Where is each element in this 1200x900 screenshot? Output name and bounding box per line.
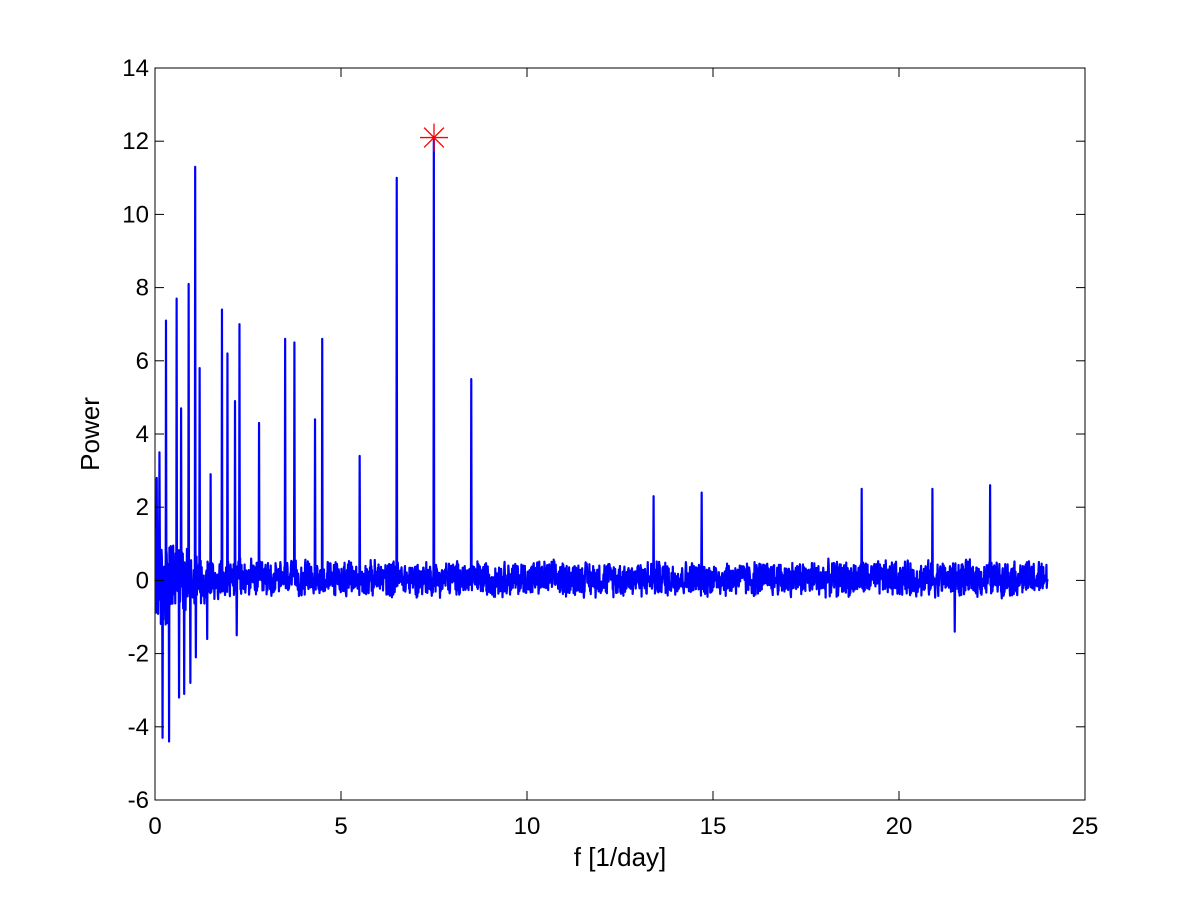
x-tick-label: 5 [334,813,347,840]
y-tick-label: 0 [136,567,149,594]
y-tick-label: 8 [136,275,149,302]
axes-box [154,67,1086,801]
y-tick-label: 6 [136,348,149,375]
series-layer [155,136,1049,743]
y-tick-label: 12 [122,128,149,155]
y-tick-label: 4 [136,421,149,448]
y-tick-label: 10 [122,201,149,228]
power-spectrum-line [155,136,1049,743]
plot-area: 0 5 10 15 20 25 -6 -4 -2 0 2 4 6 8 10 12 14 [122,55,1098,840]
tick-layer: 0 5 10 15 20 25 -6 -4 -2 0 2 4 6 8 10 12 14 [122,55,1098,840]
marker-stroke [423,127,445,148]
x-tick-label: 0 [148,813,161,840]
max-peak-marker [420,123,448,152]
y-tick-label: -6 [128,787,149,814]
x-tick-label: 20 [886,813,913,840]
x-tick-label: 25 [1072,813,1099,840]
x-axis-label: f [1/day] [574,842,667,872]
x-tick-label: 15 [700,813,727,840]
marker-layer [420,123,448,152]
x-tick-label: 10 [514,813,541,840]
y-tick-label: -4 [128,714,149,741]
y-tick-label: 2 [136,494,149,521]
y-tick-label: -2 [128,641,149,668]
y-axis-label: Power [75,397,105,471]
y-tick-label: 14 [122,55,149,82]
